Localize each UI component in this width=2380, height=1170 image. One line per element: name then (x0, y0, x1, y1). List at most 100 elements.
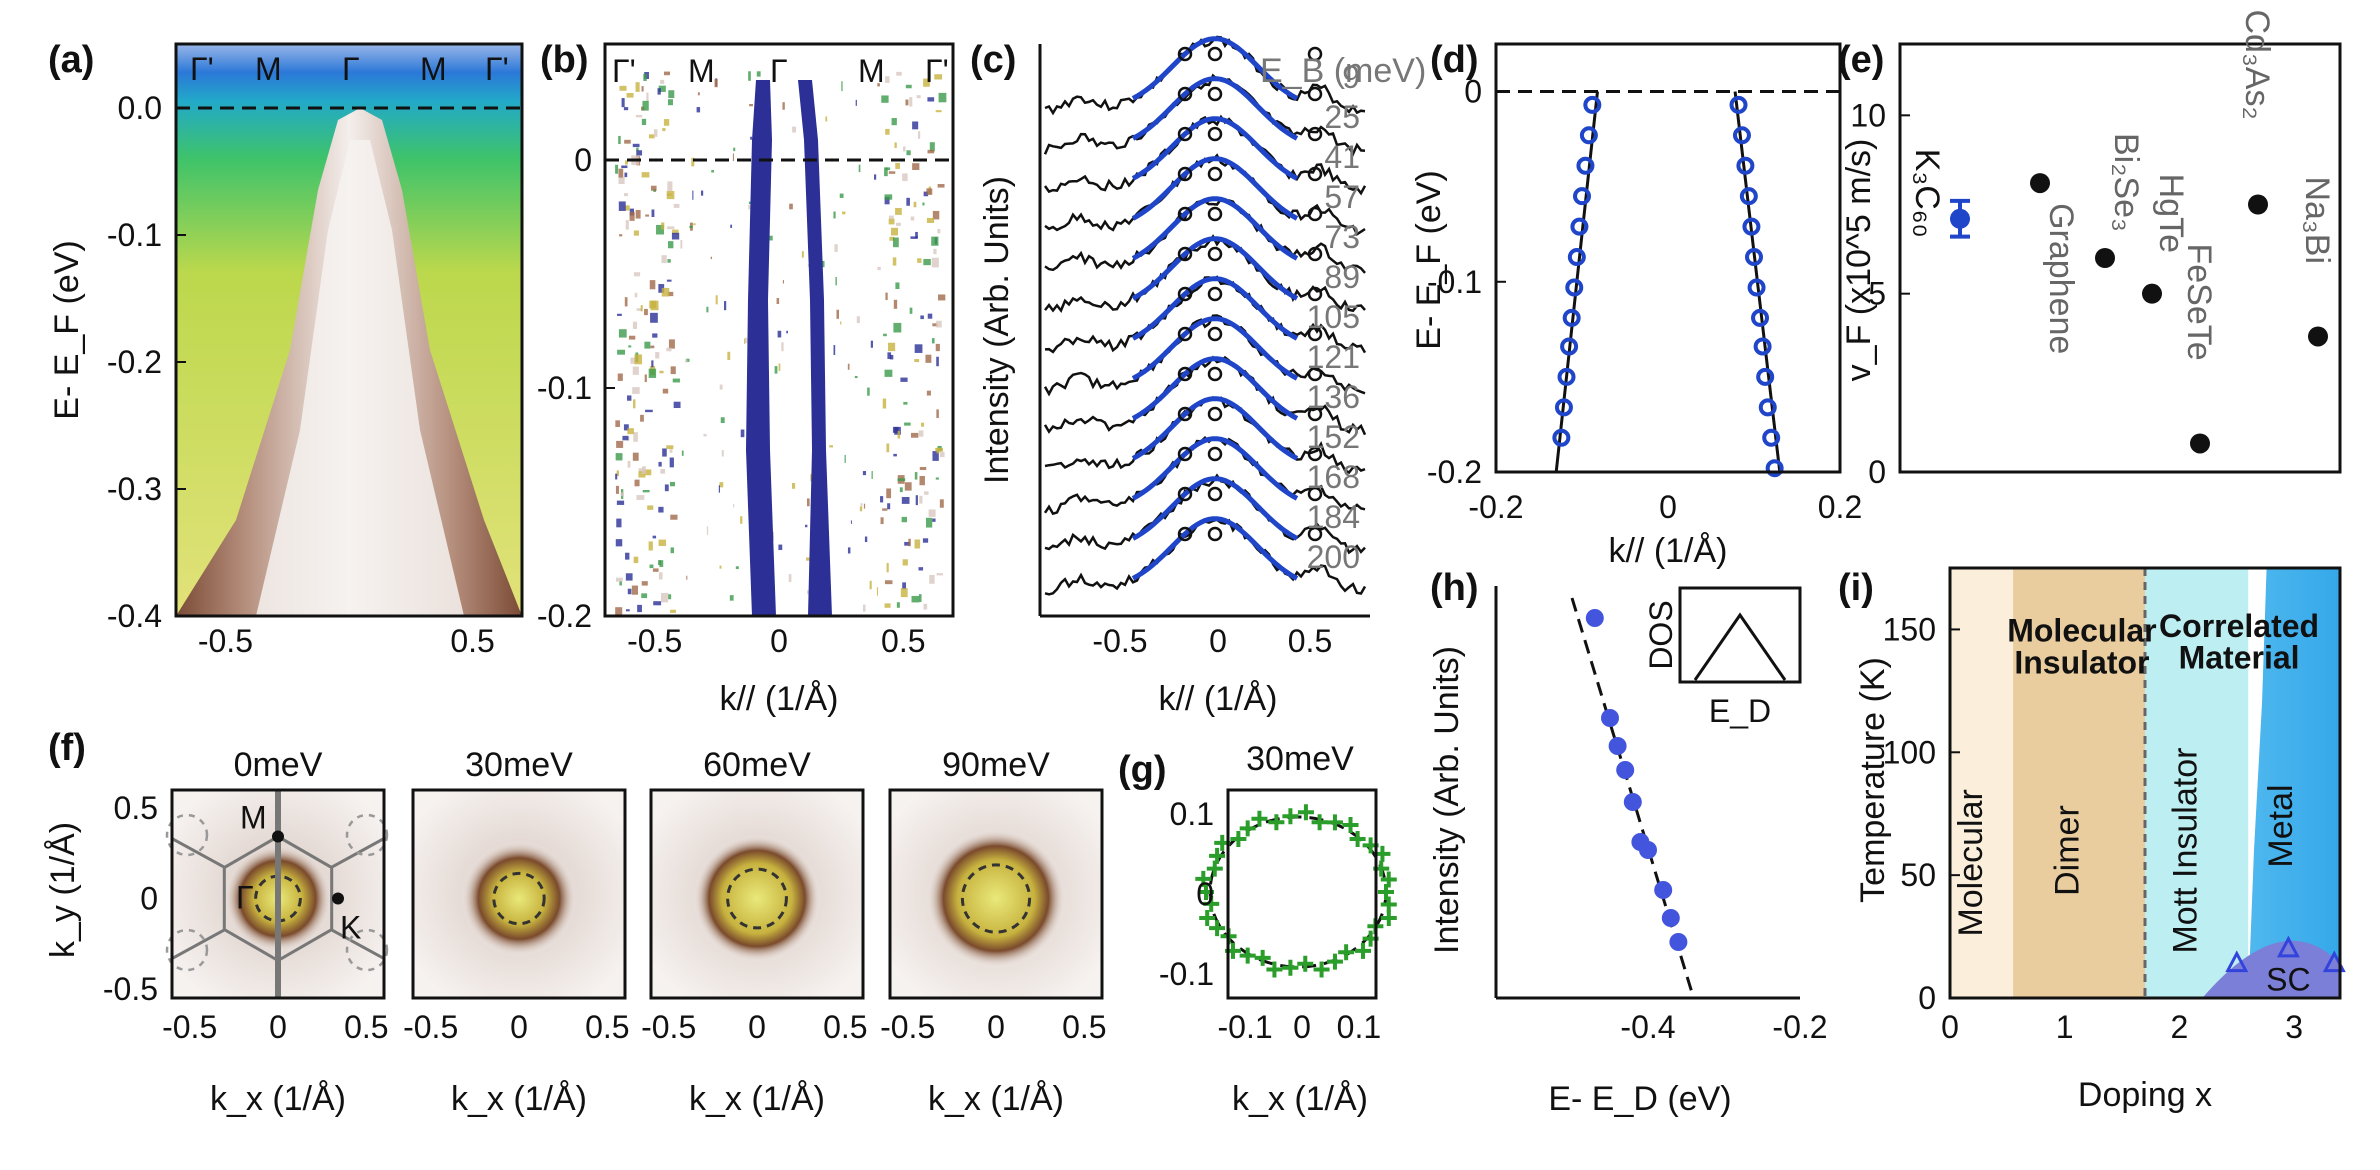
b-speckle-dot (634, 354, 642, 365)
b-speckle-dot (923, 191, 929, 197)
a-ytick-label: -0.3 (107, 471, 162, 507)
f-xtick-label: 0 (748, 1009, 766, 1045)
g-point (1203, 895, 1220, 912)
b-speckle-dot (625, 220, 629, 230)
b-speckle-dot (668, 339, 675, 349)
i-label-dimer: Dimer (2048, 805, 2086, 896)
b-speckle-dot (893, 322, 902, 333)
b-speckle-dot (638, 471, 646, 478)
b-speckle-dot (909, 97, 913, 107)
b-speckle-dot (618, 135, 621, 145)
frame-a (174, 42, 524, 618)
bz-edge (330, 928, 385, 960)
g-point (1313, 961, 1330, 978)
a-ylabel: E- E_F (eV) (48, 240, 86, 419)
sym-b-2: Γ (770, 53, 788, 89)
b-speckle-dot (922, 202, 925, 206)
g-point (1239, 820, 1256, 837)
c-peak-marker (1207, 286, 1223, 302)
fs-contour (726, 867, 788, 930)
b-speckle-dot (657, 88, 661, 95)
b-speckle-dot (649, 300, 657, 309)
b-band-left (746, 80, 776, 616)
b-speckle-dot (730, 224, 733, 228)
b-speckle-dot (927, 97, 935, 102)
panel-i: (i) SC Molecular Dimer Mott Insulator Metal M… (1838, 566, 2346, 1114)
g-point (1338, 944, 1355, 961)
b-speckle-dot (782, 102, 785, 110)
panel-label-h: (h) (1430, 567, 1479, 609)
b-speckle-dot (652, 568, 659, 572)
d-xticks: -0.2 0 0.2 (1468, 489, 1862, 525)
b-speckle-dot (926, 390, 931, 396)
d-point (1560, 337, 1579, 356)
f-ytick-label: -0.5 (103, 971, 158, 1007)
b-speckle-dot (749, 104, 753, 107)
g-points (1195, 804, 1397, 978)
b-speckle-dot (623, 107, 629, 111)
d-point (1583, 95, 1602, 114)
d-point (1573, 187, 1591, 206)
f-ylabel: k_y (1/Å) (44, 822, 82, 958)
d-ylabel: E- E_F (eV) (1410, 170, 1448, 349)
c-peak-marker (1177, 326, 1193, 342)
b-speckle-dot (733, 503, 735, 508)
b-speckle-dot (863, 503, 866, 509)
b-speckle-dot (839, 193, 844, 198)
b-speckle-dot (911, 595, 920, 603)
b-speckle-dot (621, 165, 628, 169)
b-speckle-dot (933, 248, 937, 255)
b-speckle-dot (938, 294, 946, 301)
f-maps: M Γ K 0meV -0.5 0 0.5 k_x (1/Å) 0.5 0 -0.5 30meV -0.… (103, 746, 1107, 1118)
b-speckle-dot (903, 146, 906, 152)
c-peak-marker (1207, 366, 1223, 382)
c-curves (1043, 35, 1367, 596)
b-speckle-dot (660, 592, 669, 603)
i-plot: SC Molecular Dimer Mott Insulator Metal Molec… (1950, 568, 2346, 998)
d-point (1567, 248, 1586, 267)
c-energies: 9 25 41 57 73 89 105 121 136 152 168 184 200 (1307, 59, 1360, 575)
c-energy-label: 25 (1324, 99, 1360, 135)
d-point (1753, 337, 1772, 356)
b-speckle-dot (649, 564, 654, 569)
b-speckle-dot (922, 538, 929, 543)
b-speckle-dot (893, 453, 897, 457)
i-sc-point (2225, 950, 2249, 973)
d-ytick-label: -0.2 (1427, 454, 1482, 490)
b-speckle-dot (895, 282, 900, 290)
b-speckle-dot (904, 541, 911, 546)
b-speckle-dot (934, 74, 943, 80)
b-speckle-dot (932, 518, 936, 522)
d-point (1736, 156, 1755, 175)
b-speckle-dot (888, 218, 895, 225)
g-ytick-label: 0.1 (1170, 796, 1214, 832)
b-speckle-dot (882, 508, 888, 511)
frame-d (1494, 42, 1842, 474)
b-speckle-dot (628, 335, 636, 340)
i-xtick-label: 1 (2056, 1009, 2074, 1045)
b-speckle-dot (927, 149, 935, 154)
b-speckle-dot (635, 114, 643, 118)
c-peak-marker (1307, 126, 1323, 142)
b-speckle-dot (634, 479, 640, 487)
f-xtick-label: 0 (269, 1009, 287, 1045)
b-speckle-dot (880, 517, 884, 525)
b-speckle-dot (667, 291, 674, 297)
e-point-label: Na₃Bi (2298, 176, 2336, 264)
b-speckle-dot (905, 99, 909, 106)
c-mdc-curve (1043, 73, 1366, 157)
b-speckle-dot (932, 451, 939, 461)
b-speckle-dot (658, 539, 667, 546)
h-inset-dos-curve (1693, 612, 1787, 681)
e-point-label: K₃C₆₀ (1908, 149, 1946, 238)
b-speckle-dot (904, 422, 911, 426)
f-xtick-label: 0.5 (344, 1009, 388, 1045)
c-peak-marker (1307, 446, 1323, 462)
b-speckle-dot (693, 223, 696, 226)
b-speckle-dot (888, 215, 894, 220)
d-point (1747, 278, 1766, 297)
b-speckle-dot (618, 329, 627, 338)
b-speckle-dot (935, 343, 940, 352)
b-speckle-dot (935, 477, 939, 480)
h-inset (1678, 586, 1802, 684)
